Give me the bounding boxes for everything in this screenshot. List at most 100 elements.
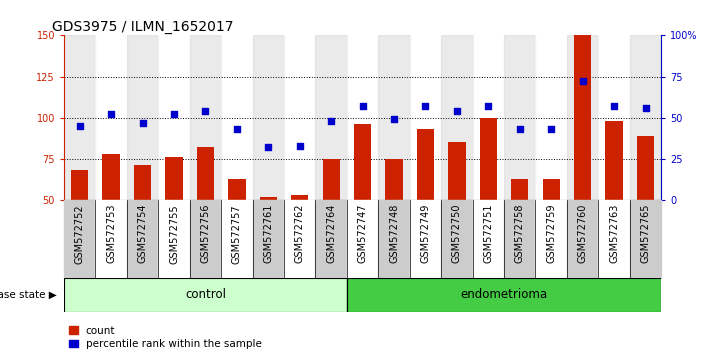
Bar xyxy=(127,35,159,200)
Bar xyxy=(284,200,316,278)
Bar xyxy=(442,200,473,278)
Point xyxy=(483,103,494,109)
Point xyxy=(451,108,463,114)
Bar xyxy=(64,278,347,312)
Text: GSM572751: GSM572751 xyxy=(483,204,493,263)
Point xyxy=(640,105,651,111)
Bar xyxy=(410,200,442,278)
Text: GSM572747: GSM572747 xyxy=(358,204,368,263)
Bar xyxy=(252,200,284,278)
Bar xyxy=(378,35,410,200)
Bar xyxy=(316,200,347,278)
Point xyxy=(294,143,306,149)
Text: GSM572762: GSM572762 xyxy=(295,204,305,263)
Point xyxy=(514,126,525,132)
Text: disease state ▶: disease state ▶ xyxy=(0,290,57,300)
Text: GDS3975 / ILMN_1652017: GDS3975 / ILMN_1652017 xyxy=(52,21,233,34)
Bar xyxy=(134,165,151,200)
Point xyxy=(262,144,274,150)
Text: GSM572761: GSM572761 xyxy=(263,204,273,263)
Bar xyxy=(448,142,466,200)
Text: GSM572755: GSM572755 xyxy=(169,204,179,263)
Bar xyxy=(95,35,127,200)
Bar xyxy=(95,200,127,278)
Bar xyxy=(417,129,434,200)
Bar xyxy=(159,35,190,200)
Point xyxy=(137,120,149,125)
Bar xyxy=(504,200,535,278)
Bar xyxy=(606,121,623,200)
Bar xyxy=(197,147,214,200)
Bar xyxy=(630,35,661,200)
Bar xyxy=(323,159,340,200)
Bar xyxy=(567,35,599,200)
Text: GSM572765: GSM572765 xyxy=(641,204,651,263)
Text: GSM572758: GSM572758 xyxy=(515,204,525,263)
Bar xyxy=(102,154,119,200)
Point xyxy=(105,112,117,117)
Point xyxy=(74,123,85,129)
Bar xyxy=(480,118,497,200)
Text: GSM572756: GSM572756 xyxy=(201,204,210,263)
Bar xyxy=(159,200,190,278)
Text: GSM572757: GSM572757 xyxy=(232,204,242,263)
Text: GSM572749: GSM572749 xyxy=(420,204,430,263)
Bar xyxy=(252,35,284,200)
Text: GSM572759: GSM572759 xyxy=(546,204,556,263)
Bar xyxy=(599,200,630,278)
Point xyxy=(388,116,400,122)
Text: GSM572760: GSM572760 xyxy=(577,204,588,263)
Point xyxy=(169,112,180,117)
Text: GSM572754: GSM572754 xyxy=(137,204,148,263)
Bar xyxy=(637,136,654,200)
Bar xyxy=(378,200,410,278)
Bar xyxy=(473,200,504,278)
Bar xyxy=(347,278,661,312)
Point xyxy=(326,118,337,124)
Bar xyxy=(71,170,88,200)
Bar xyxy=(347,35,378,200)
Point xyxy=(231,126,242,132)
Bar xyxy=(410,35,442,200)
Bar xyxy=(284,35,316,200)
Text: GSM572763: GSM572763 xyxy=(609,204,619,263)
Bar xyxy=(599,35,630,200)
Bar xyxy=(127,200,159,278)
Point xyxy=(419,103,431,109)
Bar xyxy=(166,157,183,200)
Point xyxy=(200,108,211,114)
Point xyxy=(545,126,557,132)
Bar xyxy=(221,200,252,278)
Bar xyxy=(64,35,95,200)
Text: control: control xyxy=(185,288,226,301)
Bar xyxy=(442,35,473,200)
Bar xyxy=(190,200,221,278)
Bar xyxy=(473,35,504,200)
Bar xyxy=(347,200,378,278)
Bar xyxy=(316,35,347,200)
Bar xyxy=(228,179,245,200)
Bar xyxy=(221,35,252,200)
Point xyxy=(357,103,368,109)
Bar xyxy=(385,159,402,200)
Bar xyxy=(504,35,535,200)
Bar xyxy=(542,179,560,200)
Bar xyxy=(574,35,592,200)
Bar xyxy=(535,200,567,278)
Bar xyxy=(64,200,95,278)
Legend: count, percentile rank within the sample: count, percentile rank within the sample xyxy=(69,326,262,349)
Bar xyxy=(347,278,661,312)
Text: GSM572748: GSM572748 xyxy=(389,204,399,263)
Text: endometrioma: endometrioma xyxy=(461,288,547,301)
Text: GSM572764: GSM572764 xyxy=(326,204,336,263)
Bar xyxy=(354,124,371,200)
Point xyxy=(609,103,620,109)
Bar xyxy=(190,35,221,200)
Bar xyxy=(511,179,528,200)
Point xyxy=(577,79,588,84)
Bar xyxy=(535,35,567,200)
Text: GSM572752: GSM572752 xyxy=(75,204,85,263)
Bar xyxy=(291,195,309,200)
Text: GSM572750: GSM572750 xyxy=(452,204,462,263)
Bar xyxy=(567,200,599,278)
